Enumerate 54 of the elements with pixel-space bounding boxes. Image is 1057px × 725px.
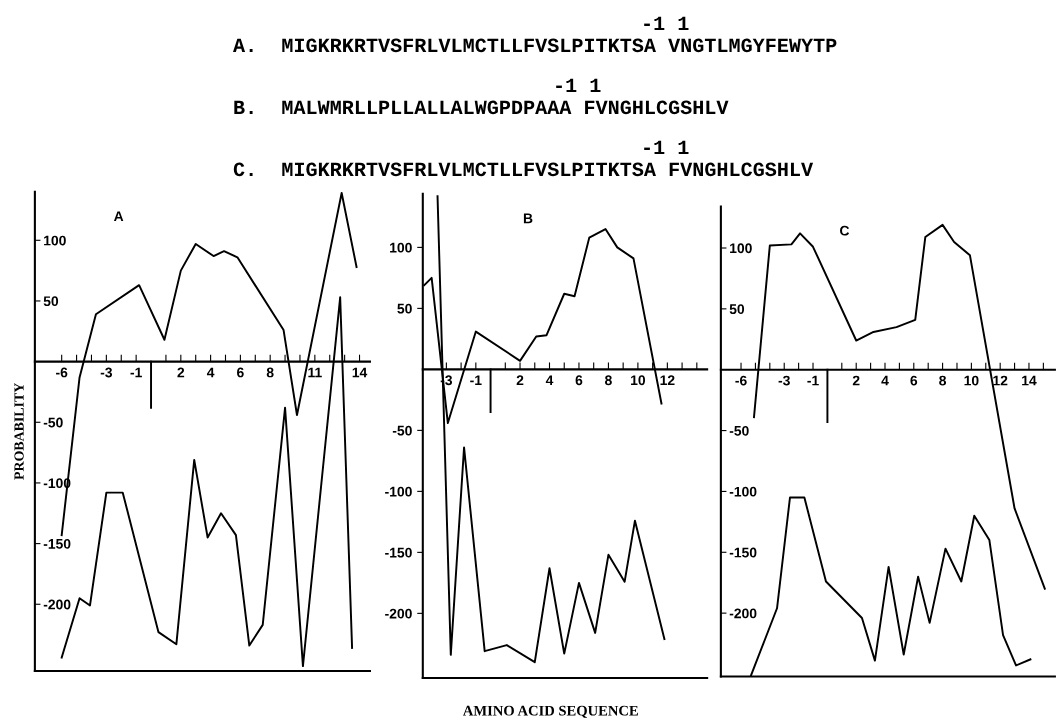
y-tick-label: 100 — [44, 235, 66, 246]
x-tick-label: 4 — [206, 367, 215, 378]
x-tick-label: -1 — [130, 367, 142, 378]
x-tick-label: -3 — [100, 367, 113, 378]
text: -1 1 — [644, 140, 689, 154]
text: B. MALWMRLLPLLALLALWGPDPAAA FVNGHLCGSHLV — [234, 100, 729, 115]
x-tick-label: 4 — [545, 375, 554, 386]
text: A — [113, 211, 124, 221]
y-tick-label: 50 — [397, 303, 412, 314]
x-tick-label: 14 — [1022, 375, 1037, 386]
x-tick-label: -6 — [56, 367, 68, 378]
x-tick-label: 6 — [237, 367, 244, 378]
text: A. MIGKRKRTVSFRLVLMCTLLFVSLPITKTSA VNGTLMGYFEWYTP — [233, 38, 837, 53]
y-tick-label: -200 — [43, 599, 71, 610]
y-tick-label: 100 — [730, 243, 752, 254]
x-tick-label: 11 — [308, 367, 322, 378]
x-tick-label: 8 — [939, 375, 947, 386]
x-tick-label: -6 — [735, 375, 747, 386]
text: C — [840, 225, 850, 236]
x-tick-label: 10 — [964, 375, 979, 386]
y-tick-label: -50 — [729, 425, 749, 436]
y-tick-label: -150 — [729, 547, 757, 558]
y-tick-label: -150 — [43, 538, 71, 549]
x-tick-label: 2 — [516, 375, 524, 386]
x-tick-label: 12 — [993, 375, 1008, 386]
text: -1 1 — [556, 78, 601, 92]
y-tick-label: -100 — [385, 486, 412, 497]
x-axis-title: AMINO ACID SEQUENCE — [462, 705, 638, 718]
x-tick-label: 2 — [177, 367, 185, 378]
x-tick-label: 6 — [910, 375, 918, 386]
y-tick-label: 50 — [729, 304, 745, 315]
text: C. MIGKRKRTVSFRLVLMCTLLFVSLPITKTSA FVNGHLCGSHLV — [233, 162, 814, 177]
x-tick-label: 8 — [266, 367, 274, 378]
x-tick-label: 8 — [605, 375, 612, 386]
x-tick-label: -1 — [470, 375, 482, 386]
x-tick-label: 10 — [631, 375, 646, 386]
y-tick-label: -100 — [729, 486, 757, 497]
y-tick-label: 50 — [43, 296, 59, 307]
y-tick-label: 100 — [390, 242, 412, 253]
y-axis-title: PROBABILITY — [14, 383, 24, 480]
x-tick-label: 6 — [575, 375, 583, 386]
y-tick-label: -50 — [43, 417, 63, 428]
x-tick-label: 2 — [852, 375, 860, 386]
x-tick-label: 14 — [352, 367, 368, 378]
y-tick-label: -50 — [392, 425, 412, 436]
x-tick-label: -3 — [778, 375, 790, 386]
x-tick-label: 4 — [881, 375, 889, 386]
y-tick-label: -200 — [729, 608, 757, 619]
x-tick-label: -1 — [807, 375, 819, 386]
y-tick-label: -150 — [385, 547, 412, 558]
text: B — [523, 213, 533, 224]
x-tick-label: 12 — [660, 375, 675, 386]
text: -1 1 — [644, 16, 689, 30]
y-tick-label: -200 — [385, 608, 412, 619]
